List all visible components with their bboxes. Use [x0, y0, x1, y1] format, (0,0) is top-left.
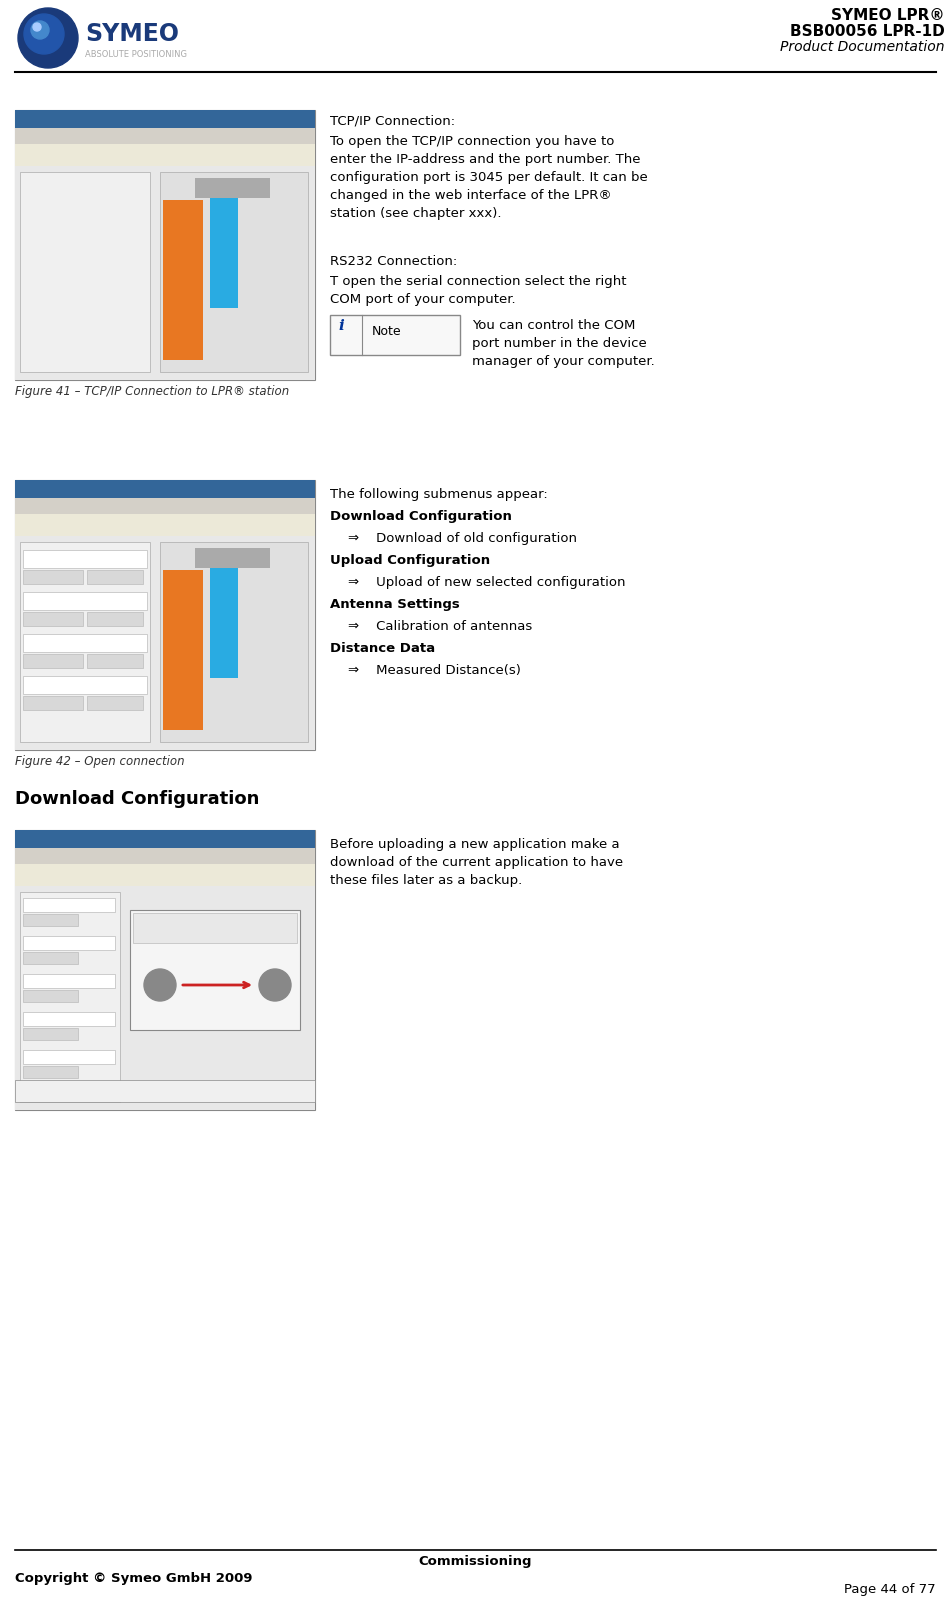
- Text: ⇒    Calibration of antennas: ⇒ Calibration of antennas: [348, 620, 533, 633]
- Circle shape: [24, 14, 64, 54]
- Text: ⇒    Download of old configuration: ⇒ Download of old configuration: [348, 532, 577, 545]
- FancyBboxPatch shape: [15, 829, 315, 849]
- Text: T open the serial connection select the right
COM port of your computer.: T open the serial connection select the …: [330, 275, 627, 305]
- FancyBboxPatch shape: [15, 829, 315, 1111]
- FancyBboxPatch shape: [15, 849, 315, 865]
- FancyBboxPatch shape: [133, 912, 297, 943]
- FancyBboxPatch shape: [23, 550, 147, 567]
- FancyBboxPatch shape: [15, 166, 315, 380]
- Circle shape: [144, 968, 176, 1000]
- FancyBboxPatch shape: [23, 914, 78, 925]
- Text: Commissioning: Commissioning: [418, 1555, 532, 1568]
- FancyBboxPatch shape: [23, 612, 83, 626]
- Text: Upload Configuration: Upload Configuration: [330, 555, 490, 567]
- Text: The following submenus appear:: The following submenus appear:: [330, 487, 548, 502]
- FancyBboxPatch shape: [15, 1080, 315, 1103]
- FancyBboxPatch shape: [160, 542, 308, 741]
- FancyBboxPatch shape: [330, 315, 460, 355]
- FancyBboxPatch shape: [15, 885, 315, 1111]
- FancyBboxPatch shape: [20, 173, 150, 372]
- FancyBboxPatch shape: [0, 0, 951, 75]
- FancyBboxPatch shape: [23, 676, 147, 694]
- FancyBboxPatch shape: [20, 542, 150, 741]
- FancyBboxPatch shape: [15, 535, 315, 749]
- Text: ⇒    Upload of new selected configuration: ⇒ Upload of new selected configuration: [348, 575, 626, 590]
- Text: Download Configuration: Download Configuration: [330, 510, 512, 523]
- FancyBboxPatch shape: [23, 634, 147, 652]
- FancyBboxPatch shape: [23, 975, 115, 988]
- FancyBboxPatch shape: [15, 110, 315, 128]
- FancyBboxPatch shape: [15, 499, 315, 515]
- Circle shape: [33, 22, 41, 30]
- Text: SYMEO: SYMEO: [85, 22, 179, 46]
- Text: To open the TCP/IP connection you have to
enter the IP-address and the port numb: To open the TCP/IP connection you have t…: [330, 134, 648, 221]
- FancyBboxPatch shape: [15, 515, 315, 535]
- Text: BSB00056 LPR-1D: BSB00056 LPR-1D: [790, 24, 945, 38]
- Text: TCP/IP Connection:: TCP/IP Connection:: [330, 115, 456, 128]
- Circle shape: [18, 8, 78, 69]
- FancyBboxPatch shape: [163, 200, 203, 360]
- FancyBboxPatch shape: [210, 177, 238, 308]
- Text: You can control the COM
port number in the device
manager of your computer.: You can control the COM port number in t…: [472, 320, 654, 368]
- Text: ABSOLUTE POSITIONING: ABSOLUTE POSITIONING: [85, 50, 187, 59]
- Text: Distance Data: Distance Data: [330, 642, 436, 655]
- FancyBboxPatch shape: [23, 952, 78, 964]
- Text: Figure 41 – TCP/IP Connection to LPR® station: Figure 41 – TCP/IP Connection to LPR® st…: [15, 385, 289, 398]
- FancyBboxPatch shape: [195, 177, 270, 198]
- FancyBboxPatch shape: [163, 570, 203, 730]
- Text: Before uploading a new application make a
download of the current application to: Before uploading a new application make …: [330, 837, 623, 887]
- Text: Note: Note: [372, 324, 401, 339]
- FancyBboxPatch shape: [87, 570, 143, 583]
- FancyBboxPatch shape: [23, 591, 147, 610]
- FancyBboxPatch shape: [195, 548, 270, 567]
- FancyBboxPatch shape: [15, 128, 315, 144]
- Text: Figure 42 – Open connection: Figure 42 – Open connection: [15, 754, 184, 769]
- FancyBboxPatch shape: [23, 898, 115, 912]
- FancyBboxPatch shape: [20, 892, 120, 1103]
- FancyBboxPatch shape: [23, 1028, 78, 1040]
- Circle shape: [259, 968, 291, 1000]
- FancyBboxPatch shape: [87, 654, 143, 668]
- FancyBboxPatch shape: [15, 865, 315, 885]
- Text: Antenna Settings: Antenna Settings: [330, 598, 459, 610]
- FancyBboxPatch shape: [23, 654, 83, 668]
- FancyBboxPatch shape: [23, 1012, 115, 1026]
- FancyBboxPatch shape: [15, 110, 315, 380]
- Text: ⇒    Measured Distance(s): ⇒ Measured Distance(s): [348, 665, 521, 678]
- Text: Download Configuration: Download Configuration: [15, 789, 260, 809]
- FancyBboxPatch shape: [23, 1066, 78, 1079]
- FancyBboxPatch shape: [160, 173, 308, 372]
- FancyBboxPatch shape: [15, 479, 315, 499]
- FancyBboxPatch shape: [23, 1050, 115, 1064]
- FancyBboxPatch shape: [87, 697, 143, 710]
- Text: Page 44 of 77: Page 44 of 77: [844, 1584, 936, 1596]
- Text: RS232 Connection:: RS232 Connection:: [330, 256, 457, 268]
- FancyBboxPatch shape: [130, 909, 300, 1031]
- FancyBboxPatch shape: [23, 991, 78, 1002]
- FancyBboxPatch shape: [15, 479, 315, 749]
- FancyBboxPatch shape: [210, 548, 238, 678]
- FancyBboxPatch shape: [23, 570, 83, 583]
- Text: Copyright © Symeo GmbH 2009: Copyright © Symeo GmbH 2009: [15, 1572, 253, 1585]
- Text: Product Documentation: Product Documentation: [781, 40, 945, 54]
- FancyBboxPatch shape: [23, 697, 83, 710]
- Text: i: i: [339, 320, 344, 332]
- FancyBboxPatch shape: [87, 612, 143, 626]
- Circle shape: [31, 21, 49, 38]
- Text: SYMEO LPR®: SYMEO LPR®: [831, 8, 945, 22]
- FancyBboxPatch shape: [23, 936, 115, 949]
- FancyBboxPatch shape: [15, 144, 315, 166]
